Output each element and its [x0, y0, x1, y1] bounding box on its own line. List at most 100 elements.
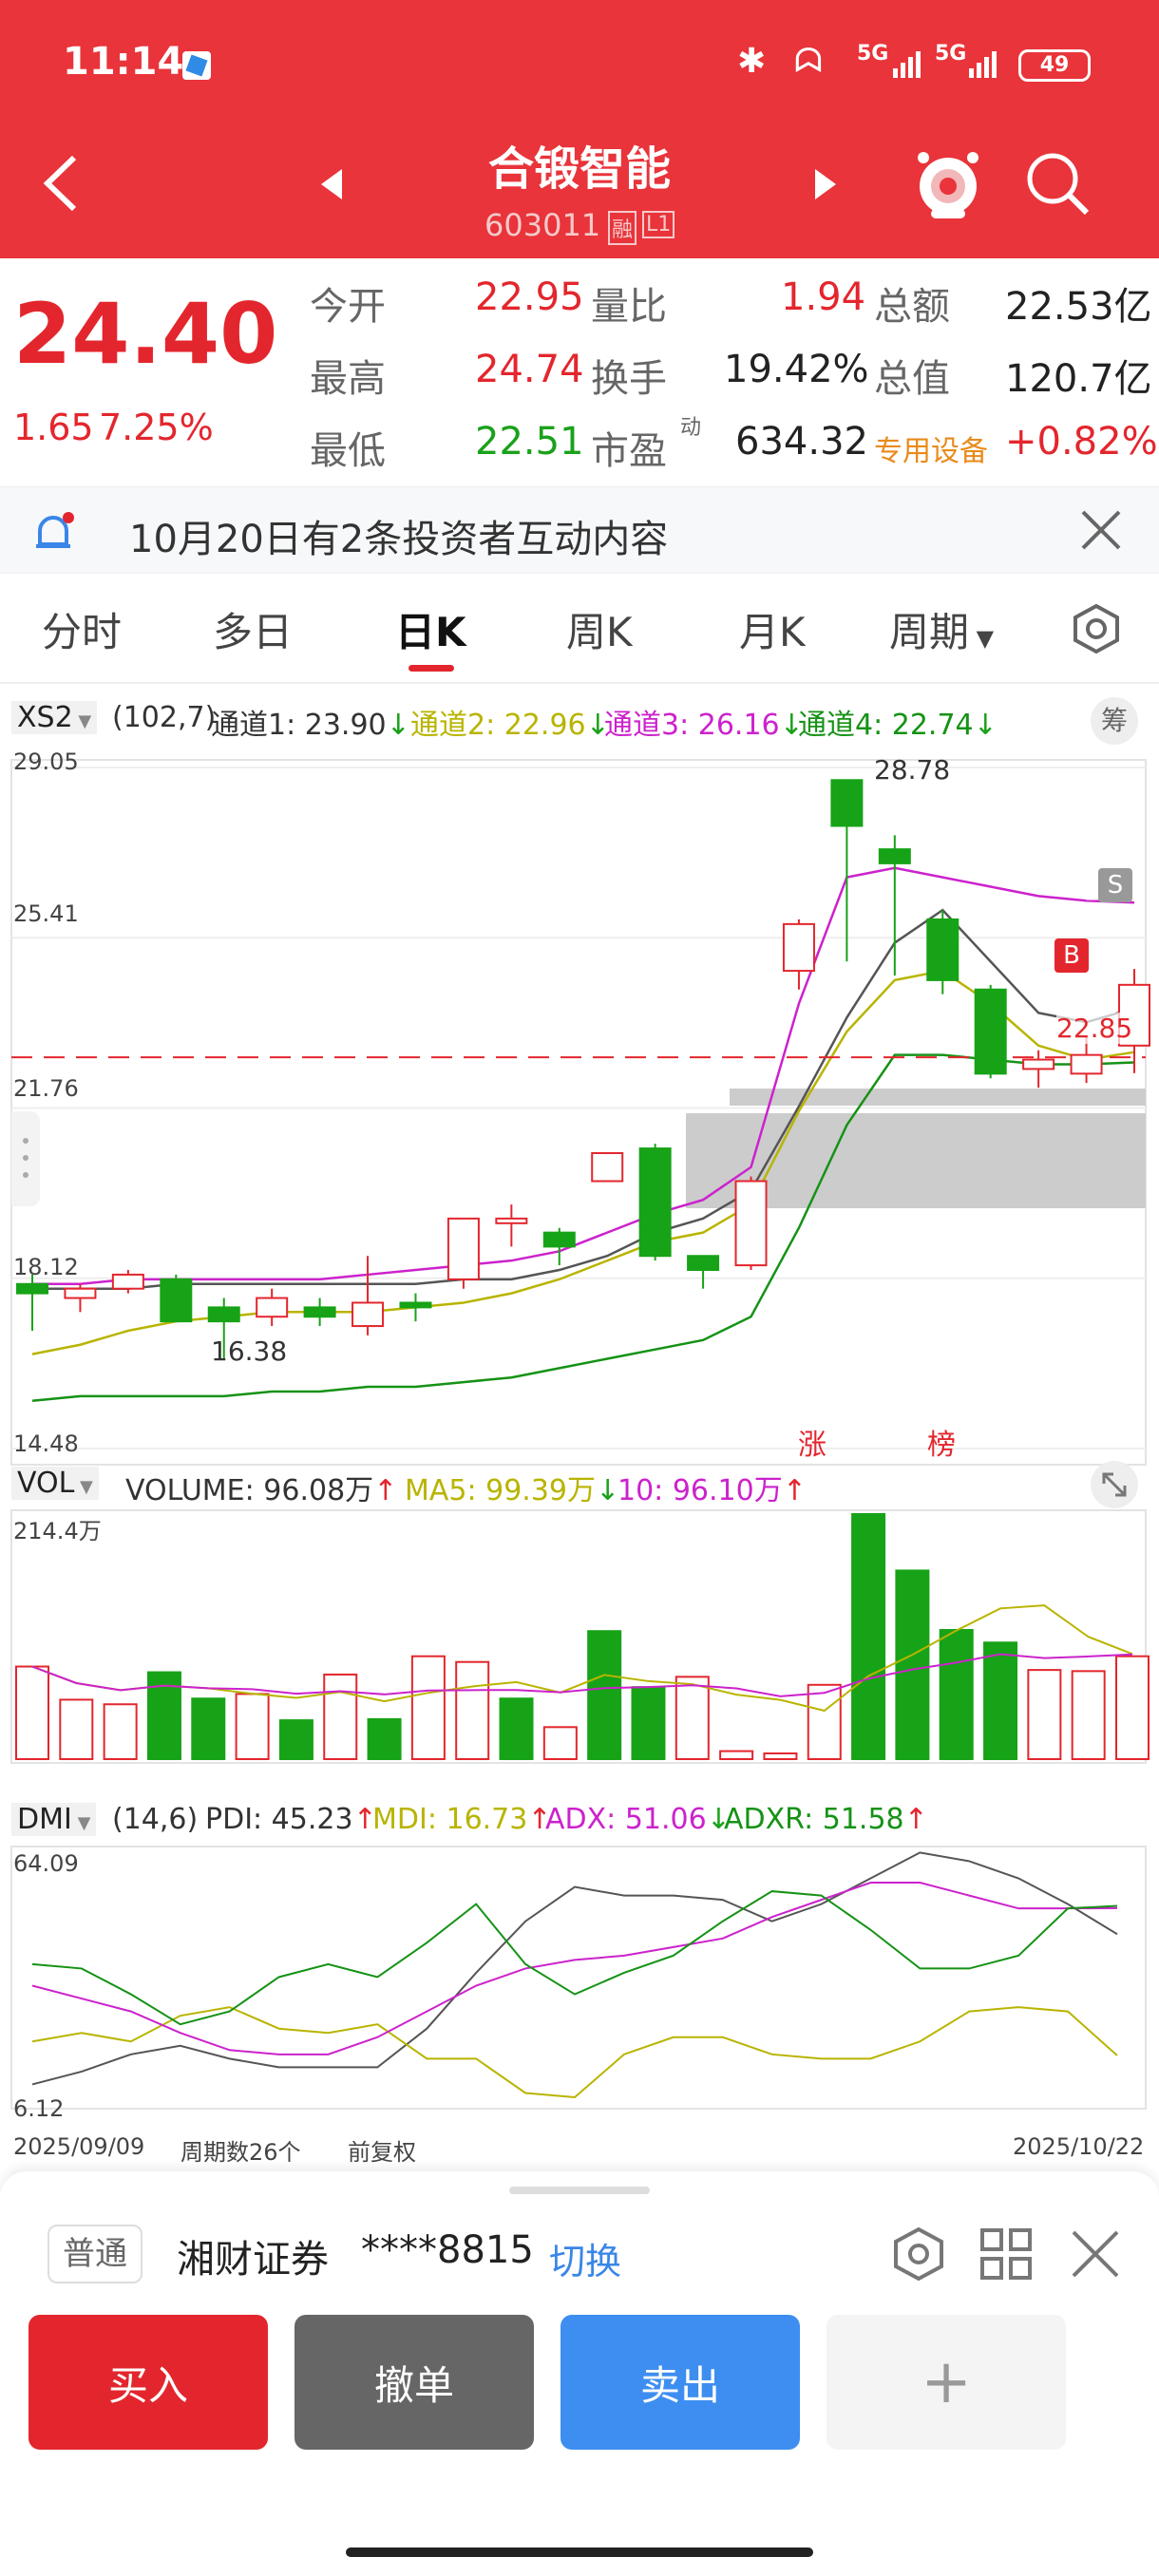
volume-bar [631, 1686, 666, 1760]
broker-name: 湘财证券 [177, 2238, 329, 2282]
axis-start-date: 2025/09/09 [13, 2133, 145, 2160]
volume-text: VOLUME: 96.08万 [125, 1474, 374, 1507]
channel-line-ch3 [32, 866, 1135, 1286]
axis-end-date: 2025/10/22 [1013, 2133, 1145, 2160]
channel-3-down-arrow: ↓ [779, 709, 804, 742]
cancel-order-button[interactable]: 撤单 [294, 2315, 534, 2450]
volume-indicator-selector[interactable]: VOL ▼ [11, 1467, 99, 1500]
channel-4-value: 通道4: 22.74↓ [798, 701, 998, 743]
volume-bar [939, 1629, 974, 1760]
volume-bar [235, 1693, 270, 1760]
grid-icon [980, 2228, 1032, 2280]
trade-panel-handle[interactable] [509, 2187, 650, 2194]
volume-bar [103, 1703, 138, 1761]
candle-body [687, 1255, 720, 1272]
buy-marker[interactable]: B [1054, 938, 1089, 973]
limit-up-label-2: 榜 [927, 1429, 956, 1462]
kline-chart[interactable] [0, 741, 1159, 2147]
grid-menu-button[interactable] [978, 2226, 1034, 2285]
signal-2-icon [969, 49, 1003, 78]
margin-tag: 融 [608, 211, 637, 245]
mascot-button[interactable] [912, 148, 984, 220]
back-button[interactable] [38, 150, 86, 217]
channel-4-down-arrow: ↓ [973, 709, 998, 742]
app-header: 11:14 ✱ ᗣ 5G 5G 49 合锻智能 603011 融 L1 [0, 0, 1159, 258]
volume-ma10-text: 10: 96.10万 [618, 1474, 783, 1507]
chart-settings-button[interactable] [1070, 602, 1123, 659]
current-price: 24.40 [13, 285, 278, 383]
back-arrow-icon [43, 155, 77, 212]
sell-marker[interactable]: S [1098, 868, 1132, 902]
candle-body [352, 1301, 385, 1328]
volume-bar [410, 1655, 446, 1760]
channel-1-value: 通道1: 23.90↓ [211, 701, 410, 743]
buy-button[interactable]: 买入 [28, 2315, 268, 2450]
trade-settings-button[interactable] [891, 2226, 946, 2285]
prev-stock-button[interactable] [319, 167, 344, 205]
sell-button[interactable]: 卖出 [560, 2315, 800, 2450]
notice-close-button[interactable] [1079, 508, 1123, 556]
signal-1-icon [893, 49, 927, 78]
tab-daily-k[interactable]: 日K [395, 609, 466, 655]
sector-link[interactable]: 专用设备 [874, 435, 988, 468]
search-button[interactable] [1024, 150, 1092, 218]
candle-body [495, 1217, 528, 1224]
low-label: 最低 [310, 429, 386, 473]
channel-3-text: 通道3: 26.16 [604, 709, 780, 742]
tab-multiday[interactable]: 多日 [213, 609, 294, 655]
close-trade-panel-button[interactable] [1068, 2226, 1123, 2285]
adjust-mode[interactable]: 前复权 [348, 2139, 416, 2166]
dmi-indicator-name: DMI [17, 1803, 72, 1836]
hexagon-settings-icon [894, 2226, 943, 2282]
hexagon-settings-icon [1074, 603, 1119, 654]
prev-triangle-icon [321, 169, 342, 199]
dmi-adx-down-arrow: ↓ [706, 1803, 731, 1836]
dmi-pdi-text: PDI: 45.23 [205, 1803, 353, 1836]
pe-superscript: 动 [680, 416, 702, 440]
mktcap-label: 总值 [874, 357, 950, 401]
tab-period[interactable]: 周期 ▼ [889, 600, 994, 658]
chip-distribution-button[interactable]: 筹 [1091, 697, 1138, 745]
volume-bar [1071, 1670, 1106, 1761]
candle-body [16, 1282, 48, 1295]
app-notification-icon [182, 51, 211, 80]
expand-chart-button[interactable] [1091, 1461, 1138, 1508]
channel-1-down-arrow: ↓ [386, 709, 410, 742]
volume-bar [455, 1660, 490, 1760]
volume-indicator-name: VOL [17, 1467, 75, 1500]
notice-bar[interactable]: 10月20日有2条投资者互动内容 [0, 486, 1159, 574]
notice-text: 10月20日有2条投资者互动内容 [129, 518, 669, 561]
dmi-indicator-selector[interactable]: DMI ▼ [11, 1803, 97, 1836]
dmi-adxr-up-arrow: ↑ [903, 1803, 928, 1836]
volume-bar [323, 1673, 358, 1760]
main-indicator-selector[interactable]: XS2 ▼ [11, 701, 98, 734]
tabs-divider [0, 682, 1159, 684]
switch-account-link[interactable]: 切换 [549, 2241, 622, 2282]
tab-weekly-k[interactable]: 周K [566, 609, 633, 655]
volume-ma5: MA5: 99.39万↓ [405, 1467, 619, 1508]
price-change: 1.65 [13, 407, 94, 448]
close-icon [1072, 2230, 1119, 2278]
side-drawer-handle[interactable] [11, 1111, 40, 1206]
tab-intraday[interactable]: 分时 [42, 609, 123, 655]
candle-body [926, 918, 960, 981]
amount-label: 总额 [874, 285, 950, 329]
candle-body [207, 1306, 240, 1323]
volume-ma10-up-arrow: ↑ [782, 1474, 807, 1507]
high-label: 最高 [310, 357, 386, 401]
price-axis-label-top: 29.05 [13, 748, 79, 775]
volume-bar [763, 1752, 798, 1760]
volume-ma10: 10: 96.10万↑ [618, 1467, 807, 1508]
tab-monthly-k[interactable]: 月K [739, 609, 806, 655]
dmi-mdi: MDI: 16.73↑ [372, 1803, 552, 1836]
dmi-mdi-up-arrow: ↑ [527, 1803, 552, 1836]
volume-bar [674, 1676, 710, 1761]
volume-bar [983, 1641, 1018, 1760]
price-panel-frame [10, 759, 1147, 1466]
home-indicator[interactable] [346, 2548, 813, 2557]
next-stock-button[interactable] [813, 167, 838, 205]
search-icon [1027, 153, 1090, 216]
candle-body [111, 1273, 144, 1290]
volume-bar [587, 1630, 622, 1760]
more-actions-button[interactable]: + [826, 2315, 1066, 2450]
